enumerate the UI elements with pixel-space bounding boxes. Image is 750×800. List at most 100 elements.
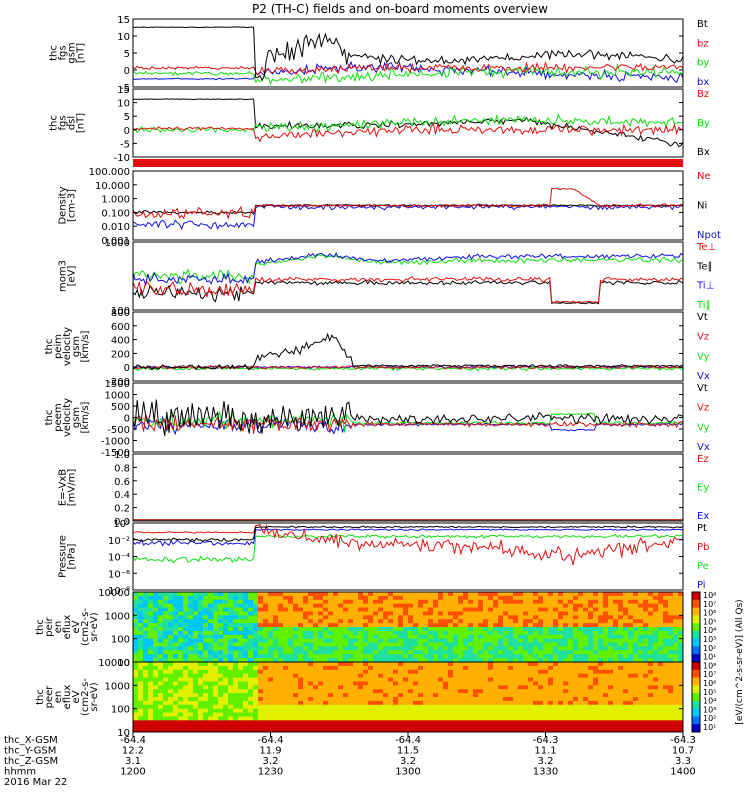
heatmap-cell [288, 724, 294, 729]
heatmap-cell [558, 708, 564, 714]
heatmap-cell [233, 685, 239, 690]
heatmap-cell [388, 720, 394, 725]
colorbar-swatch [692, 708, 700, 717]
heatmap-cell [483, 708, 489, 714]
heatmap-cell [183, 592, 189, 597]
heatmap-cell [648, 693, 654, 698]
heatmap-cell [193, 697, 199, 702]
heatmap-cell [183, 595, 189, 601]
heatmap-cell [368, 599, 374, 605]
heatmap-cell [298, 630, 304, 636]
heatmap-cell [593, 607, 599, 612]
heatmap-cell [238, 704, 244, 710]
heatmap-cell [188, 615, 194, 620]
heatmap-cell [168, 704, 174, 710]
heatmap-cell [598, 712, 604, 717]
heatmap-cell [573, 654, 579, 659]
heatmap-cell [188, 716, 194, 721]
heatmap-cell [463, 611, 469, 616]
heatmap-cell [488, 592, 494, 597]
heatmap-cell [143, 708, 149, 714]
heatmap-cell [468, 642, 474, 647]
heatmap-cell [328, 700, 334, 706]
heatmap-cell [228, 689, 234, 694]
y-tick-label: 0 [124, 126, 130, 137]
heatmap-cell [283, 611, 289, 616]
heatmap-cell [653, 673, 659, 679]
heatmap-cell [663, 662, 669, 667]
heatmap-cell [523, 700, 529, 706]
heatmap-cell [253, 650, 259, 655]
heatmap-cell [263, 627, 269, 632]
heatmap-cell [328, 704, 334, 710]
heatmap-cell [298, 638, 304, 644]
y-tick-label: 0.6 [114, 477, 130, 488]
heatmap-cell [478, 693, 484, 698]
heatmap-cell [608, 592, 614, 597]
heatmap-cell [548, 665, 554, 671]
heatmap-cell [468, 693, 474, 698]
heatmap-cell [238, 619, 244, 624]
heatmap-cell [593, 603, 599, 609]
heatmap-cell [533, 642, 539, 647]
heatmap-cell [368, 677, 374, 682]
heatmap-cell [663, 728, 669, 733]
heatmap-cell [623, 681, 629, 686]
heatmap-cell [333, 720, 339, 725]
heatmap-cell [288, 638, 294, 644]
heatmap-cell [608, 697, 614, 702]
heatmap-cell [388, 685, 394, 690]
heatmap-cell [578, 611, 584, 616]
heatmap-cell [233, 623, 239, 628]
heatmap-cell [613, 599, 619, 605]
heatmap-cell [273, 599, 279, 605]
heatmap-cell [678, 704, 684, 710]
heatmap-cell [233, 697, 239, 702]
heatmap-cell [158, 728, 164, 733]
heatmap-cell [198, 681, 204, 686]
heatmap-cell [378, 634, 384, 640]
y-tick-label: -5 [120, 83, 130, 94]
heatmap-cell [628, 638, 634, 644]
heatmap-cell [538, 724, 544, 729]
heatmap-cell [173, 689, 179, 694]
heatmap-cell [663, 700, 669, 706]
heatmap-cell [583, 619, 589, 624]
heatmap-cell [463, 592, 469, 597]
heatmap-cell [498, 611, 504, 616]
heatmap-cell [138, 619, 144, 624]
heatmap-cell [463, 728, 469, 733]
heatmap-cell [223, 677, 229, 682]
heatmap-cell [143, 634, 149, 640]
heatmap-cell [388, 595, 394, 601]
heatmap-cell [413, 638, 419, 644]
heatmap-cell [538, 700, 544, 706]
heatmap-cell [553, 642, 559, 647]
heatmap-cell [483, 634, 489, 640]
heatmap-cell [453, 689, 459, 694]
heatmap-cell [543, 724, 549, 729]
heatmap-cell [603, 662, 609, 667]
heatmap-cell [553, 619, 559, 624]
heatmap-cell [333, 693, 339, 698]
heatmap-cell [323, 627, 329, 632]
heatmap-cell [368, 615, 374, 620]
heatmap-cell [228, 693, 234, 698]
heatmap-cell [393, 716, 399, 721]
heatmap-cell [538, 658, 544, 663]
heatmap-cell [318, 669, 324, 675]
heatmap-cell [323, 728, 329, 733]
heatmap-cell [523, 592, 529, 597]
heatmap-cell [193, 728, 199, 733]
heatmap-cell [548, 630, 554, 636]
heatmap-cell [468, 627, 474, 632]
heatmap-cell [288, 630, 294, 636]
heatmap-cell [338, 599, 344, 605]
heatmap-cell [468, 685, 474, 690]
heatmap-cell [273, 693, 279, 698]
heatmap-cell [418, 708, 424, 714]
heatmap-cell [343, 611, 349, 616]
heatmap-cell [218, 627, 224, 632]
heatmap-cell [418, 693, 424, 698]
heatmap-cell [248, 720, 254, 725]
